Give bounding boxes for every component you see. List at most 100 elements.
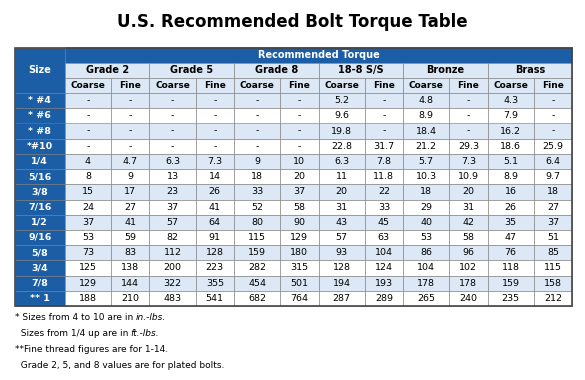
- Text: -: -: [256, 111, 259, 120]
- Text: 193: 193: [375, 279, 393, 288]
- Bar: [149, 78, 195, 93]
- Bar: [65, 48, 572, 63]
- Text: 29: 29: [420, 203, 432, 212]
- Text: * #6: * #6: [28, 111, 51, 120]
- Text: 37: 37: [547, 218, 559, 227]
- Text: 73: 73: [82, 248, 94, 257]
- Text: * Sizes from 4 to 10 are in: * Sizes from 4 to 10 are in: [15, 314, 136, 323]
- Text: 5.1: 5.1: [503, 157, 518, 166]
- Bar: [15, 260, 65, 276]
- Bar: [234, 169, 280, 184]
- Text: -: -: [382, 96, 386, 105]
- Text: 5/8: 5/8: [32, 248, 48, 257]
- Bar: [449, 291, 487, 306]
- Text: 235: 235: [501, 294, 519, 303]
- Bar: [15, 245, 65, 260]
- Text: 80: 80: [251, 218, 263, 227]
- Text: 22: 22: [378, 187, 390, 196]
- Bar: [364, 215, 403, 230]
- Bar: [403, 215, 449, 230]
- Text: Fine: Fine: [457, 81, 479, 90]
- Bar: [195, 245, 234, 260]
- Text: 4.3: 4.3: [503, 96, 518, 105]
- Bar: [534, 200, 572, 215]
- Bar: [534, 124, 572, 139]
- Text: -: -: [213, 96, 216, 105]
- Bar: [195, 78, 234, 93]
- Bar: [487, 93, 534, 108]
- Text: 112: 112: [164, 248, 181, 257]
- Bar: [403, 200, 449, 215]
- Bar: [111, 200, 149, 215]
- Text: 18: 18: [420, 187, 432, 196]
- Bar: [534, 93, 572, 108]
- Text: 178: 178: [459, 279, 477, 288]
- Bar: [449, 78, 487, 93]
- Text: 223: 223: [206, 263, 224, 272]
- Bar: [403, 260, 449, 276]
- Text: 31.7: 31.7: [373, 142, 394, 151]
- Bar: [364, 169, 403, 184]
- Bar: [487, 124, 534, 139]
- Text: 11.8: 11.8: [373, 172, 394, 181]
- Bar: [149, 215, 195, 230]
- Text: U.S. Recommended Bolt Torque Table: U.S. Recommended Bolt Torque Table: [117, 13, 468, 31]
- Bar: [15, 154, 65, 169]
- Bar: [280, 215, 318, 230]
- Bar: [15, 276, 65, 291]
- Text: 200: 200: [164, 263, 181, 272]
- Text: -: -: [256, 127, 259, 136]
- Bar: [234, 200, 280, 215]
- Text: 27: 27: [124, 203, 136, 212]
- Bar: [364, 154, 403, 169]
- Text: Bronze: Bronze: [426, 65, 464, 75]
- Bar: [403, 93, 449, 108]
- Text: Fine: Fine: [204, 81, 226, 90]
- Text: 115: 115: [248, 233, 266, 242]
- Text: -: -: [467, 96, 470, 105]
- Bar: [318, 245, 364, 260]
- Bar: [318, 93, 364, 108]
- Text: -: -: [171, 111, 174, 120]
- Bar: [149, 291, 195, 306]
- Text: 53: 53: [420, 233, 432, 242]
- Bar: [195, 108, 234, 124]
- Bar: [149, 260, 195, 276]
- Bar: [487, 230, 534, 245]
- Bar: [403, 63, 487, 78]
- Bar: [149, 93, 195, 108]
- Bar: [65, 108, 111, 124]
- Text: 128: 128: [206, 248, 224, 257]
- Bar: [318, 139, 364, 154]
- Text: Grade 8: Grade 8: [254, 65, 298, 75]
- Bar: [487, 78, 534, 93]
- Text: 15: 15: [82, 187, 94, 196]
- Text: 85: 85: [547, 248, 559, 257]
- Text: 26: 26: [209, 187, 221, 196]
- Text: 322: 322: [163, 279, 181, 288]
- Bar: [195, 230, 234, 245]
- Text: 96: 96: [462, 248, 474, 257]
- Text: 64: 64: [209, 218, 221, 227]
- Bar: [15, 215, 65, 230]
- Text: 76: 76: [505, 248, 517, 257]
- Bar: [111, 215, 149, 230]
- Bar: [111, 245, 149, 260]
- Bar: [449, 169, 487, 184]
- Text: ft.-lbs.: ft.-lbs.: [131, 329, 160, 339]
- Bar: [364, 230, 403, 245]
- Text: 23: 23: [167, 187, 178, 196]
- Text: 37: 37: [167, 203, 178, 212]
- Bar: [280, 291, 318, 306]
- Text: 82: 82: [167, 233, 178, 242]
- Text: 10.9: 10.9: [458, 172, 479, 181]
- Text: 115: 115: [544, 263, 562, 272]
- Text: 22.8: 22.8: [331, 142, 352, 151]
- Text: Sizes from 1/4 up are in: Sizes from 1/4 up are in: [15, 329, 131, 339]
- Bar: [149, 108, 195, 124]
- Text: 287: 287: [333, 294, 350, 303]
- Text: -: -: [87, 127, 90, 136]
- Text: -: -: [256, 142, 259, 151]
- Bar: [234, 108, 280, 124]
- Bar: [449, 215, 487, 230]
